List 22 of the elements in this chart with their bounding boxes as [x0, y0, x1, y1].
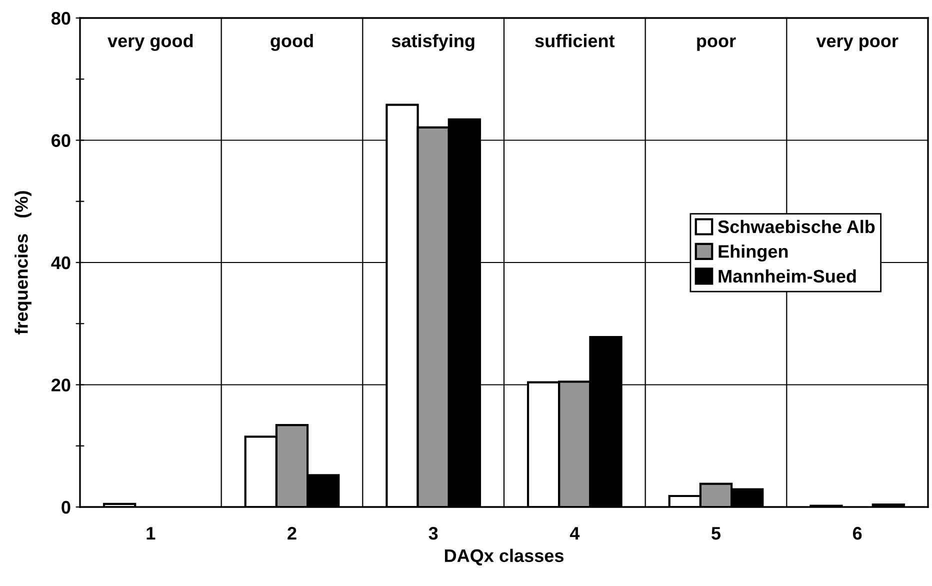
- annotation: very good: [108, 34, 193, 51]
- y-axis-title: frequencies (%): [14, 191, 32, 334]
- y-tick-label: 80: [51, 12, 70, 25]
- x-tick-label: 6: [852, 526, 862, 540]
- legend-label: Mannheim-Sued: [718, 269, 856, 283]
- legend-label: Schwaebische Alb: [718, 220, 875, 234]
- annotation: satisfying: [392, 34, 474, 51]
- annotation: good: [270, 34, 313, 51]
- x-tick-label: 1: [146, 527, 156, 540]
- x-tick-label: 3: [428, 526, 438, 540]
- annotation: poor: [697, 37, 736, 51]
- y-tick-label: 20: [52, 378, 70, 392]
- y-tick-label: 40: [51, 256, 70, 270]
- x-tick-label: 5: [712, 527, 721, 540]
- annotation: very poor: [816, 37, 898, 51]
- x-tick-label: 4: [570, 527, 580, 540]
- x-axis-title: DAQx classes: [444, 548, 564, 566]
- legend-label: Ehingen: [718, 244, 788, 262]
- annotation: sufficient: [535, 34, 615, 48]
- x-tick-label: 2: [288, 526, 296, 540]
- y-tick-label: 0: [62, 500, 70, 514]
- y-tick-label: 60: [52, 134, 70, 147]
